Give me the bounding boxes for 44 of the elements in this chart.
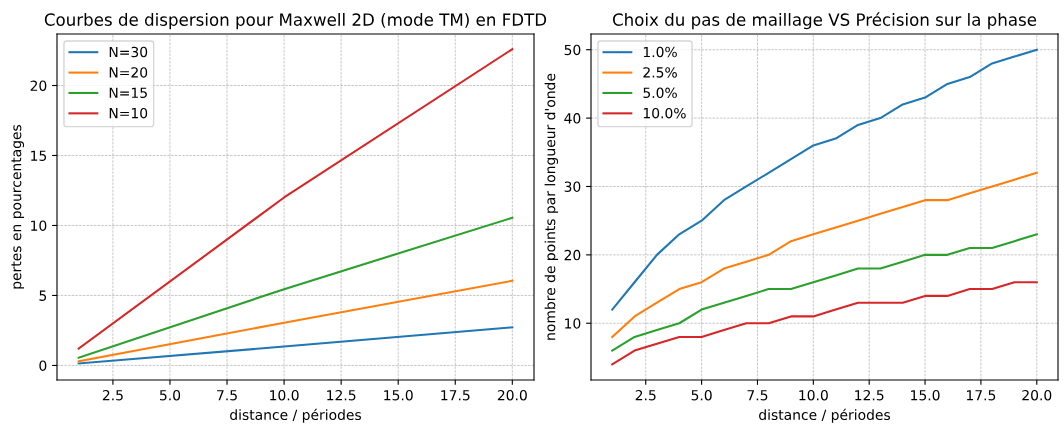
x-tick-label: 10.0 (799, 389, 828, 401)
y-tick-label: 20 (30, 80, 47, 91)
x-tick-label: 20.0 (1022, 389, 1052, 401)
line-series (611, 48, 1038, 311)
legend-label: N=15 (109, 87, 147, 99)
y-tick-label: 40 (564, 113, 581, 124)
x-tick-label: 12.5 (327, 389, 356, 401)
x-tick-label: 5.0 (160, 389, 181, 401)
line-series (611, 233, 1038, 352)
x-axis-title: distance / périodes (230, 408, 362, 423)
x-tick-label: 12.5 (855, 389, 884, 401)
x-tick-label: 2.5 (635, 389, 656, 401)
legend-label: N=10 (109, 107, 148, 119)
y-axis-title: pertes en pourcentages (11, 124, 25, 289)
y-tick-label: 5 (39, 290, 47, 301)
legend-label: N=20 (109, 67, 148, 78)
x-axis-title: distance / périodes (759, 408, 891, 423)
x-tick-label: 17.5 (441, 390, 470, 401)
legend-label: 5.0% (643, 87, 677, 99)
line-series (611, 281, 1038, 366)
y-tick-label: 15 (31, 150, 47, 161)
legend-label: N=30 (109, 46, 148, 58)
legend-label: 1.0% (643, 46, 677, 58)
x-tick-label: 15.0 (384, 389, 413, 401)
legend-label: 2.5% (643, 67, 677, 78)
x-tick-label: 15.0 (911, 389, 940, 401)
y-tick-label: 20 (564, 249, 581, 261)
line-series (611, 171, 1038, 338)
x-tick-label: 7.5 (747, 390, 768, 401)
legend-label: 10.0% (643, 107, 686, 119)
y-tick-label: 10 (565, 318, 581, 329)
x-tick-label: 2.5 (102, 389, 123, 401)
y-tick-label: 30 (564, 181, 581, 192)
y-tick-label: 10 (31, 220, 47, 231)
chart-title: Courbes de dispersion pour Maxwell 2D (mode TM) en FDTD (44, 13, 547, 30)
chart-title: Choix du pas de maillage VS Précision sur la phase (612, 12, 1037, 30)
x-tick-label: 5.0 (691, 389, 712, 401)
y-tick-label: 50 (564, 44, 581, 56)
y-tick-label: 0 (39, 360, 47, 371)
x-tick-label: 17.5 (966, 390, 996, 401)
x-tick-label: 7.5 (217, 390, 237, 401)
x-tick-label: 20.0 (497, 389, 527, 401)
y-axis-title: nombre de points par longueur d'onde (544, 73, 559, 340)
x-tick-label: 10.0 (270, 389, 299, 401)
